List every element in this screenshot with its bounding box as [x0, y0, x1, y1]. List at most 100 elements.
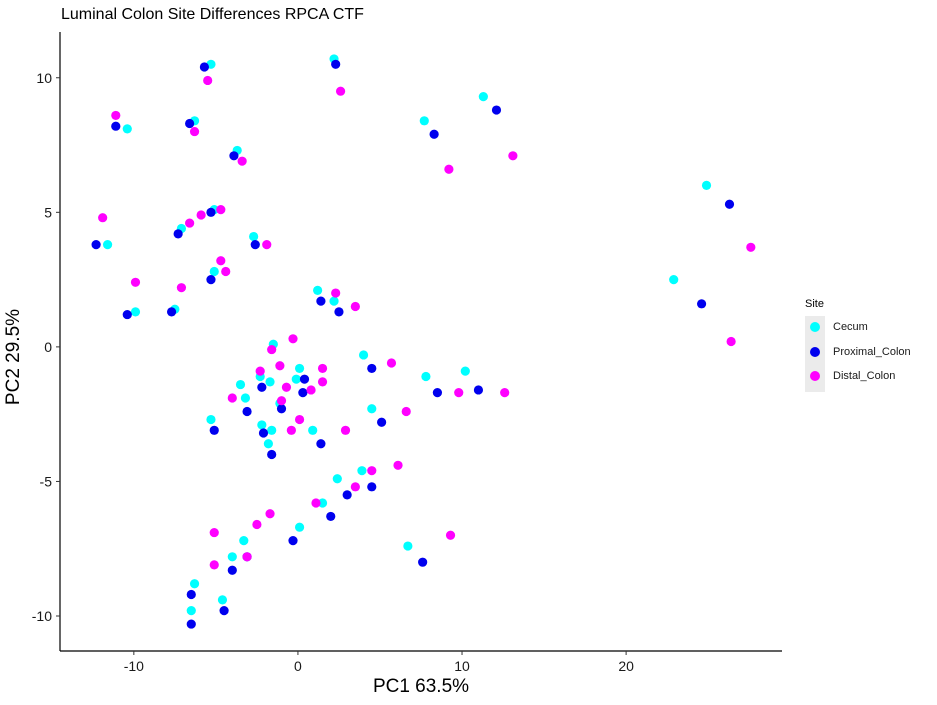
point-cecum [294, 522, 305, 532]
point-distal-colon [189, 126, 200, 137]
point-proximal-colon [342, 490, 352, 500]
legend-dot-cecum [810, 322, 820, 332]
point-proximal-colon [227, 565, 237, 575]
point-distal-colon [746, 242, 756, 252]
point-cecum [317, 498, 328, 508]
point-proximal-colon [186, 619, 196, 629]
point-distal-colon [237, 156, 247, 166]
point-proximal-colon [367, 363, 377, 374]
point-distal-colon [454, 388, 464, 398]
point-distal-colon [401, 406, 411, 417]
point-proximal-colon [331, 59, 341, 69]
point-proximal-colon [258, 428, 269, 438]
point-cecum [227, 552, 237, 562]
point-distal-colon [216, 205, 226, 215]
point-distal-colon [367, 466, 377, 476]
point-cecum [294, 363, 305, 374]
point-proximal-colon [209, 425, 219, 435]
x-axis-label: PC1 63.5% [372, 676, 470, 697]
point-distal-colon [508, 151, 518, 161]
point-distal-colon [221, 266, 231, 277]
point-distal-colon [281, 382, 292, 392]
legend-label-distal-colon: Distal_Colon [833, 370, 896, 382]
legend-title: Site [805, 298, 824, 310]
point-distal-colon [386, 358, 397, 368]
point-cecum [122, 124, 132, 134]
point-cecum [358, 350, 369, 360]
point-cecum [332, 474, 342, 484]
point-proximal-colon [491, 105, 502, 115]
point-distal-colon [726, 336, 736, 347]
point-cecum [263, 439, 273, 449]
point-distal-colon [340, 425, 351, 435]
point-proximal-colon [229, 151, 239, 161]
point-distal-colon [242, 552, 252, 562]
point-distal-colon [196, 210, 206, 220]
point-cecum [257, 420, 267, 430]
point-cecum [239, 536, 249, 546]
point-distal-colon [111, 110, 121, 121]
point-proximal-colon [206, 275, 216, 285]
point-proximal-colon [298, 388, 308, 398]
point-cecum [130, 307, 141, 317]
point-proximal-colon [250, 240, 260, 250]
x-tick-label: 0 [294, 658, 302, 674]
point-proximal-colon [724, 199, 735, 209]
point-cecum [206, 414, 216, 425]
point-distal-colon [275, 361, 285, 371]
point-proximal-colon [199, 62, 209, 72]
legend-dot-distal-colon [810, 371, 820, 381]
point-cecum [240, 393, 251, 403]
point-cecum [265, 377, 275, 387]
point-distal-colon [176, 283, 187, 293]
legend-item-cecum: Cecum [805, 317, 868, 337]
point-distal-colon [393, 460, 403, 470]
legend-label-proximal-colon: Proximal_Colon [833, 346, 911, 358]
point-cecum [267, 425, 277, 435]
point-proximal-colon [186, 589, 196, 600]
legend-dot-proximal-colon [810, 347, 820, 357]
y-axis-label-wrap: PC2 29.5% [2, 309, 26, 405]
point-distal-colon [500, 388, 510, 398]
legend: Site Cecum Proximal_Colon Distal_Colon [805, 298, 911, 392]
point-cecum [403, 541, 413, 551]
point-distal-colon [255, 366, 265, 376]
point-distal-colon [335, 86, 346, 96]
y-tick-label: -5 [40, 473, 53, 489]
point-cecum [217, 595, 228, 605]
point-cecum [235, 379, 246, 390]
point-cecum [421, 371, 431, 382]
point-proximal-colon [367, 482, 377, 492]
point-cecum [701, 180, 712, 191]
x-tick-label: 10 [454, 658, 470, 674]
point-distal-colon [350, 301, 360, 312]
point-distal-colon [331, 288, 341, 298]
point-cecum [308, 425, 318, 435]
point-proximal-colon [316, 296, 326, 306]
point-distal-colon [445, 530, 456, 540]
point-distal-colon [311, 498, 321, 508]
point-distal-colon [203, 75, 213, 86]
legend-item-proximal-colon: Proximal_Colon [805, 342, 911, 362]
point-proximal-colon [111, 121, 121, 131]
legend-label-cecum: Cecum [833, 321, 868, 333]
point-distal-colon [350, 482, 360, 492]
point-proximal-colon [122, 309, 132, 320]
point-distal-colon [306, 385, 316, 395]
point-proximal-colon [276, 404, 287, 414]
legend-item-distal-colon: Distal_Colon [805, 366, 895, 386]
point-distal-colon [294, 414, 305, 425]
point-distal-colon [185, 218, 195, 228]
point-proximal-colon [257, 382, 267, 392]
point-proximal-colon [418, 557, 428, 567]
x-tick-label: 20 [618, 658, 634, 674]
point-distal-colon [288, 334, 298, 344]
point-proximal-colon [288, 536, 298, 546]
point-distal-colon [130, 277, 141, 287]
point-proximal-colon [267, 449, 277, 460]
point-proximal-colon [299, 374, 310, 384]
y-tick-label: 10 [36, 70, 52, 86]
data-points [91, 54, 756, 629]
point-cecum [186, 606, 196, 616]
point-proximal-colon [326, 511, 336, 522]
